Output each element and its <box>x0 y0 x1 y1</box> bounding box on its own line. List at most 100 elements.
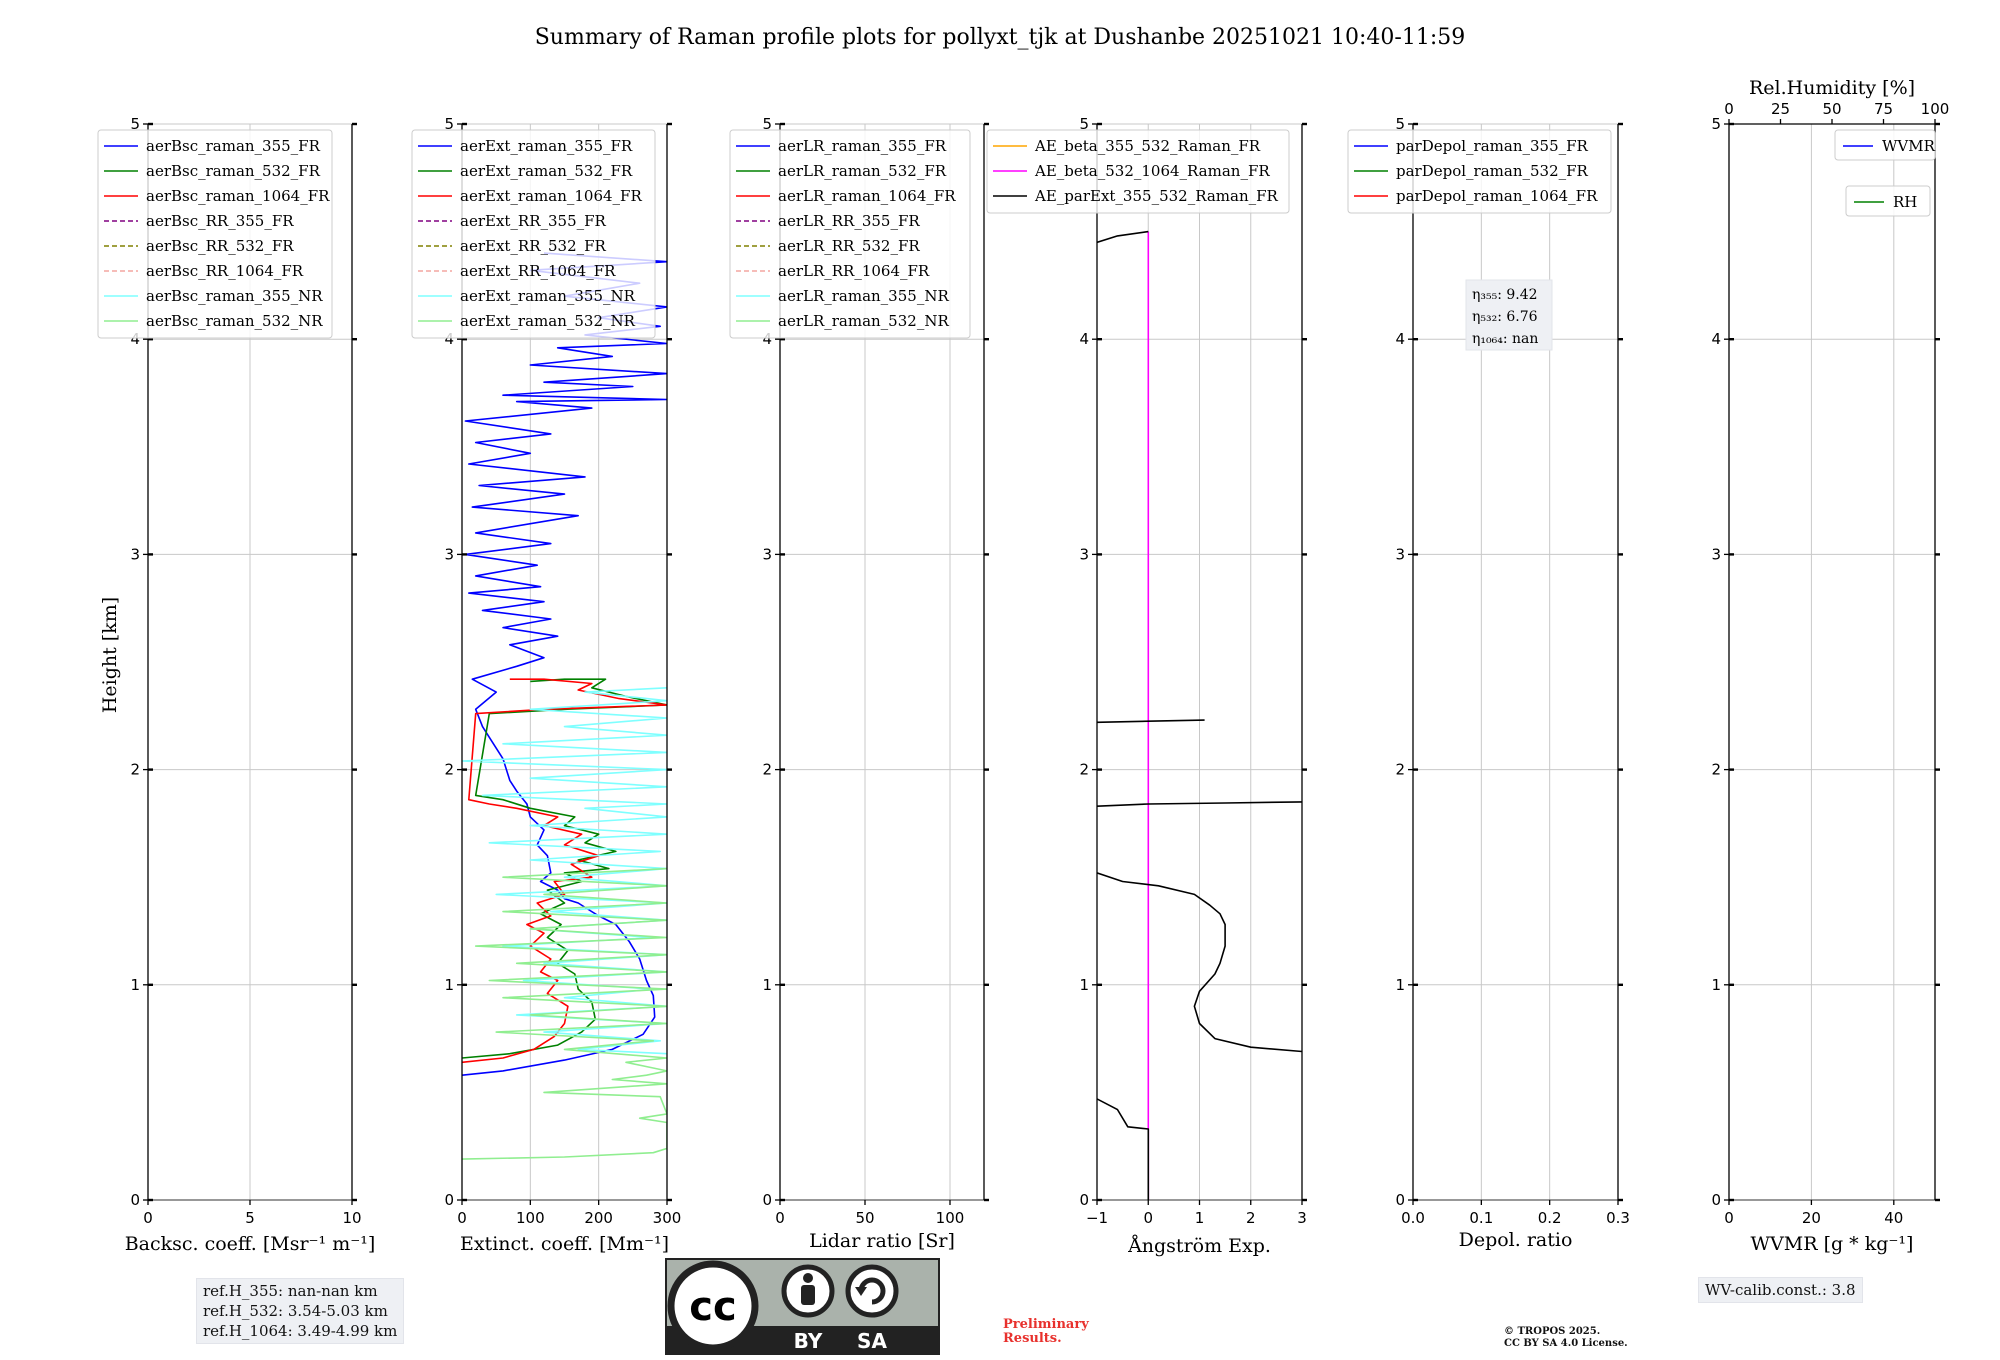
ref-height-355: ref.H_355: nan-nan km <box>203 1282 378 1300</box>
eta-value: η₁₀₆₄: nan <box>1472 331 1538 347</box>
legend-label: aerExt_RR_1064_FR <box>460 262 616 280</box>
top-x-tick-label: 0 <box>1724 100 1734 118</box>
legend-label: aerBsc_raman_1064_FR <box>146 187 330 205</box>
x-tick-label: 100 <box>516 1209 545 1227</box>
legend-label: aerBsc_raman_532_NR <box>146 312 323 330</box>
preliminary-line-1: Preliminary <box>1003 1317 1089 1332</box>
x-tick-label: 40 <box>1884 1209 1903 1227</box>
x-tick-label: 50 <box>855 1209 874 1227</box>
eta-value: η₃₅₅: 9.42 <box>1472 287 1538 303</box>
y-tick-label: 3 <box>1711 545 1721 563</box>
legend-label: aerLR_raman_532_NR <box>778 312 949 330</box>
y-tick-label: 0 <box>444 1191 454 1209</box>
x-tick-label: 1 <box>1195 1209 1205 1227</box>
y-tick-label: 5 <box>444 115 454 133</box>
y-tick-label: 4 <box>444 330 454 348</box>
sa-label: SA <box>857 1329 887 1353</box>
reference-height-box: ref.H_355: nan-nan km ref.H_532: 3.54-5.… <box>196 1278 405 1344</box>
x-tick-label: 300 <box>653 1209 682 1227</box>
x-tick-label: 3 <box>1297 1209 1307 1227</box>
x-tick-label: 10 <box>342 1209 361 1227</box>
top-x-tick-label: 50 <box>1822 100 1841 118</box>
legend-label: aerLR_RR_1064_FR <box>778 262 930 280</box>
legend-label: parDepol_raman_532_FR <box>1396 162 1589 180</box>
y-tick-label: 4 <box>762 330 772 348</box>
y-tick-label: 2 <box>130 761 140 779</box>
legend-label: aerBsc_raman_355_NR <box>146 287 323 305</box>
series-line-AE_parExt_355_532_Raman_FR <box>1097 719 1205 724</box>
legend-label: AE_beta_355_532_Raman_FR <box>1034 137 1261 155</box>
x-tick-label: 0.1 <box>1469 1209 1493 1227</box>
legend-label: aerExt_RR_532_FR <box>460 237 607 255</box>
top-x-tick-label: 25 <box>1771 100 1790 118</box>
y-tick-label: 3 <box>130 545 140 563</box>
y-tick-label: 2 <box>762 761 772 779</box>
y-tick-label: 0 <box>130 1191 140 1209</box>
legend-label: parDepol_raman_1064_FR <box>1396 187 1598 205</box>
share-alike-icon <box>845 1264 899 1318</box>
y-tick-label: 1 <box>444 976 454 994</box>
x-tick-label: 0 <box>775 1209 785 1227</box>
ref-height-532: ref.H_532: 3.54-5.03 km <box>203 1302 388 1320</box>
series-group-ae <box>1097 230 1302 1200</box>
eta-value: η₅₃₂: 6.76 <box>1472 309 1538 325</box>
y-tick-label: 4 <box>1395 330 1405 348</box>
panel-bsc: 0 1 2 3 4 5 0 5 10 Backsc. coeff. [Msr⁻¹ m⁻¹] aerB… <box>97 115 375 1255</box>
legend-label: aerLR_raman_532_FR <box>778 162 947 180</box>
preliminary-line-2: Results. <box>1003 1331 1062 1346</box>
x-axis-label: WVMR [g * kg⁻¹] <box>1751 1233 1914 1255</box>
legend-label: aerExt_raman_355_FR <box>460 137 633 155</box>
y-tick-label: 5 <box>130 115 140 133</box>
x-tick-label: 0.3 <box>1606 1209 1630 1227</box>
legend-label: WVMR <box>1882 137 1936 155</box>
cc-letters: cc <box>689 1284 736 1330</box>
y-tick-label: 0 <box>1079 1191 1089 1209</box>
x-tick-label: 20 <box>1802 1209 1821 1227</box>
x-tick-label: 0 <box>1724 1209 1734 1227</box>
legend-label: aerBsc_raman_532_FR <box>146 162 321 180</box>
copyright-line-1: © TROPOS 2025. <box>1504 1326 1601 1337</box>
x-tick-label: 2 <box>1246 1209 1256 1227</box>
legend-label: aerLR_raman_355_FR <box>778 137 947 155</box>
y-tick-label: 2 <box>1711 761 1721 779</box>
x-axis-label: Lidar ratio [Sr] <box>809 1230 955 1252</box>
x-tick-label: 200 <box>584 1209 613 1227</box>
y-tick-label: 0 <box>762 1191 772 1209</box>
series-line-AE_parExt_355_532_Raman_FR <box>1097 801 1302 807</box>
eta-box <box>1465 279 1553 351</box>
legend-box <box>986 129 1290 214</box>
series-line-aerExt_raman_355_NR <box>462 687 667 1055</box>
y-tick-label: 3 <box>762 545 772 563</box>
x-tick-label: 0.2 <box>1538 1209 1562 1227</box>
y-tick-label: 0 <box>1395 1191 1405 1209</box>
figure-title: Summary of Raman profile plots for polly… <box>535 25 1466 50</box>
legend-label: aerExt_raman_1064_FR <box>460 187 642 205</box>
x-axis-label: Depol. ratio <box>1459 1229 1573 1251</box>
by-label: BY <box>794 1329 823 1353</box>
legend-label: aerBsc_RR_355_FR <box>146 212 294 230</box>
y-tick-label: 1 <box>130 976 140 994</box>
y-tick-label: 5 <box>1711 115 1721 133</box>
legend-label: aerLR_RR_355_FR <box>778 212 920 230</box>
y-tick-label: 2 <box>1395 761 1405 779</box>
cc-circle-icon <box>667 1260 759 1352</box>
legend-label: aerExt_raman_355_NR <box>460 287 636 305</box>
x-tick-label: 100 <box>936 1209 965 1227</box>
y-tick-label: 1 <box>1711 976 1721 994</box>
legend-label: aerLR_RR_532_FR <box>778 237 920 255</box>
series-line-aerExt_raman_1064_FR <box>462 678 667 1064</box>
y-tick-label: 5 <box>762 115 772 133</box>
y-tick-label: 4 <box>1079 330 1089 348</box>
legend-box <box>1845 185 1931 217</box>
series-line-AE_parExt_355_532_Raman_FR <box>1097 230 1149 244</box>
y-tick-label: 0 <box>1711 1191 1721 1209</box>
legend-label: aerLR_raman_1064_FR <box>778 187 956 205</box>
y-tick-label: 1 <box>762 976 772 994</box>
legend-label: RH <box>1893 193 1917 211</box>
y-tick-label: 1 <box>1395 976 1405 994</box>
y-tick-label: 4 <box>1711 330 1721 348</box>
y-tick-label: 4 <box>130 330 140 348</box>
